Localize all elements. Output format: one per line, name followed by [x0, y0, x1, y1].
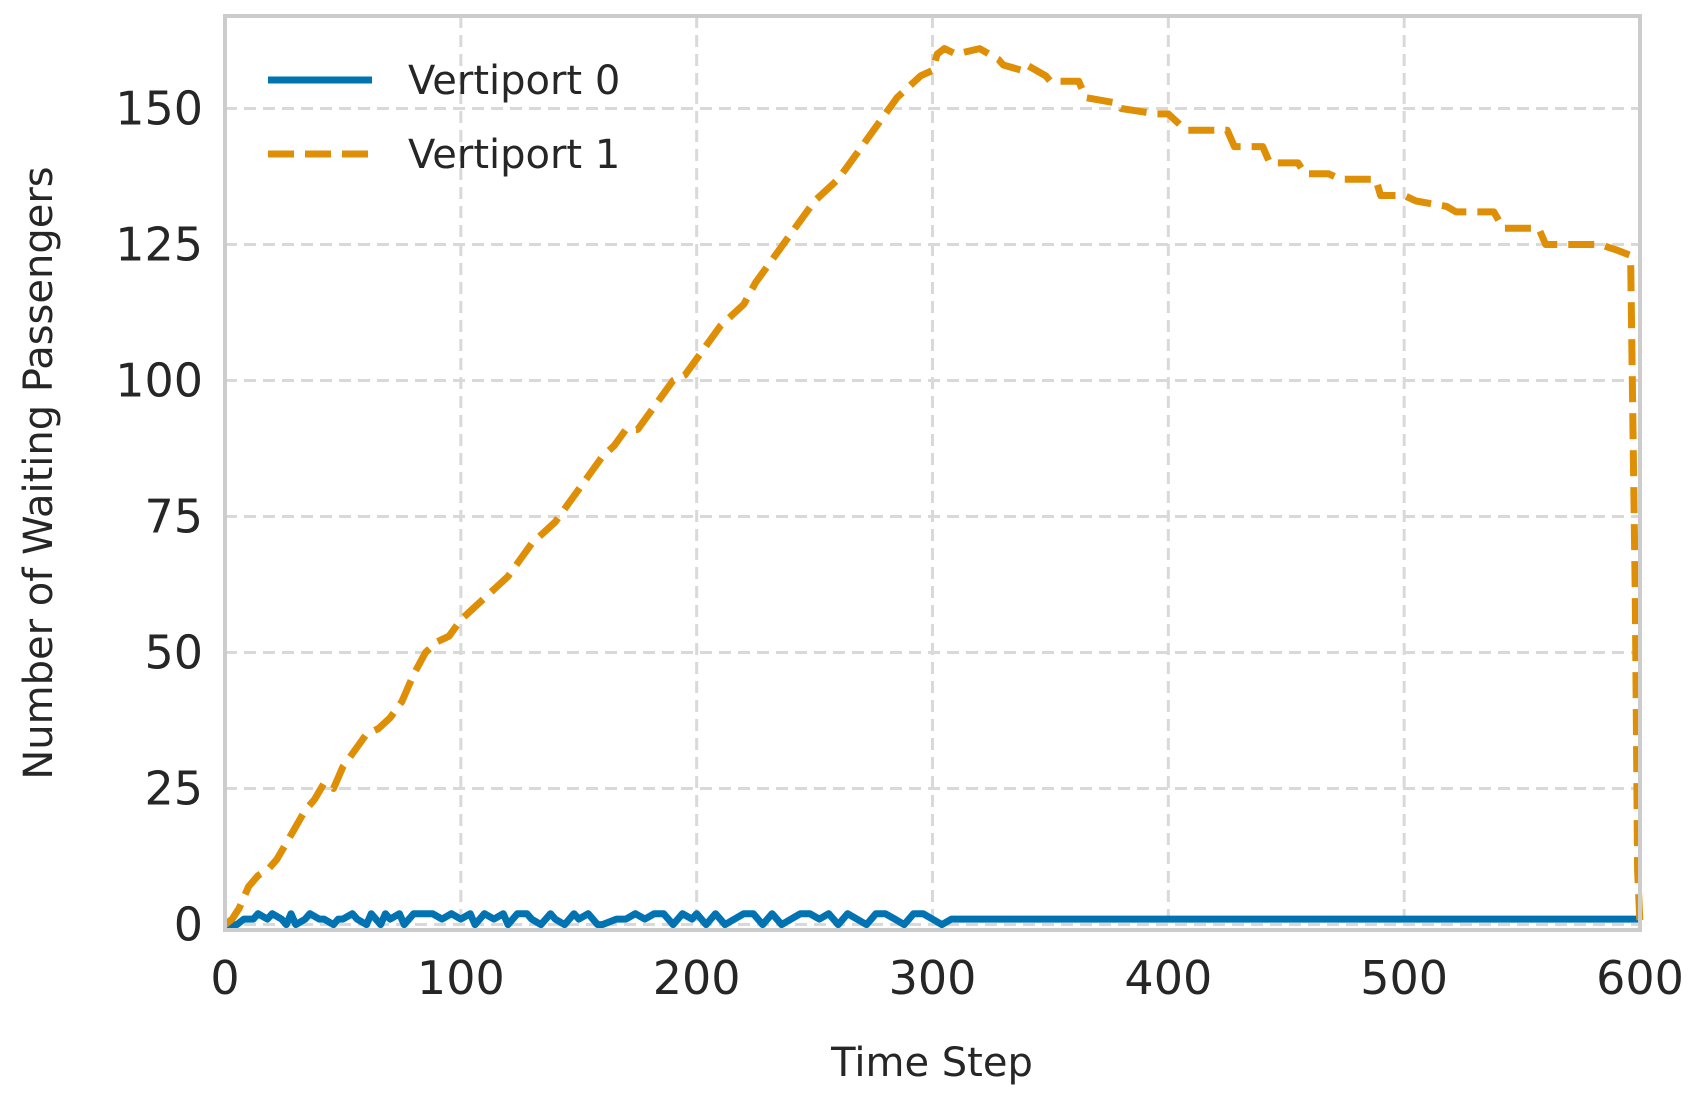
y-tick-label: 100 [115, 354, 203, 408]
x-axis-ticks: 0 100 200 300 400 500 600 [210, 951, 1684, 1005]
x-tick-label: 500 [1360, 951, 1448, 1005]
x-tick-label: 0 [210, 951, 239, 1005]
y-tick-label: 150 [115, 81, 203, 135]
legend: Vertiport 0 Vertiport 1 [268, 58, 620, 178]
x-tick-label: 200 [653, 951, 741, 1005]
legend-label-vertiport-0: Vertiport 0 [408, 58, 620, 104]
plot-lines [222, 45, 1644, 929]
y-tick-label: 75 [144, 490, 203, 544]
x-axis-label: Time Step [830, 1040, 1033, 1086]
y-axis-label: Number of Waiting Passengers [16, 166, 62, 779]
grid [225, 16, 1640, 930]
legend-label-vertiport-1: Vertiport 1 [408, 132, 620, 178]
y-tick-label: 25 [144, 762, 203, 816]
plot-frame [223, 14, 1642, 932]
x-tick-label: 300 [889, 951, 977, 1005]
y-tick-label: 0 [174, 898, 203, 952]
y-tick-label: 50 [144, 626, 203, 680]
y-tick-label: 125 [115, 218, 203, 272]
x-tick-label: 400 [1124, 951, 1212, 1005]
series-line-1 [222, 45, 1644, 928]
x-tick-label: 100 [417, 951, 505, 1005]
series-line-0 [225, 910, 1640, 929]
x-tick-label: 600 [1596, 951, 1684, 1005]
y-axis-ticks: 0 25 50 75 100 125 150 [115, 81, 203, 951]
